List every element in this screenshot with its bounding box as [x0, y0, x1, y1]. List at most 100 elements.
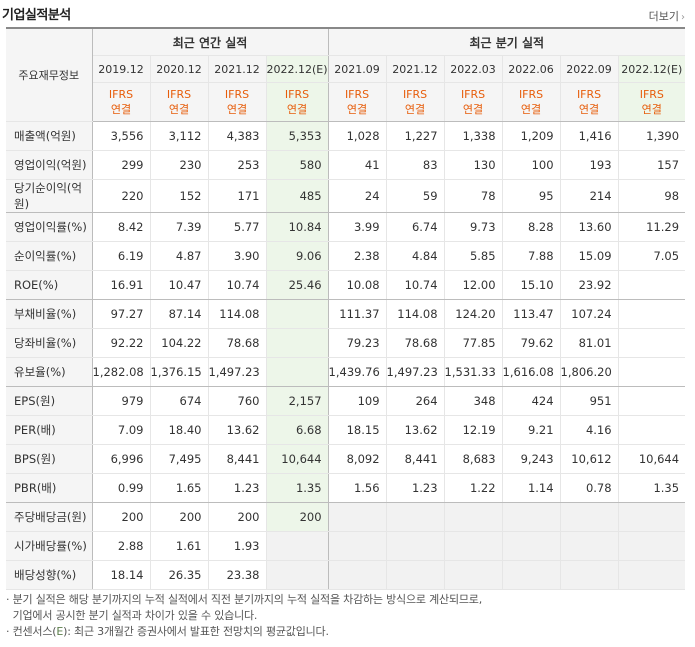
- footnote-quarterly: · 분기 실적은 해당 분기까지의 누적 실적에서 직전 분기까지의 누적 실적…: [6, 593, 483, 606]
- table-cell: [560, 531, 619, 561]
- table-row: 시가배당률(%) 2.88 1.61 1.93: [6, 531, 686, 561]
- more-link[interactable]: 더보기 ›: [649, 8, 685, 24]
- table-cell: 1.23: [386, 473, 445, 503]
- row-label: 영업이익(억원): [6, 150, 93, 180]
- accounting-standard: IFRS 연결: [208, 82, 267, 122]
- table-row: 주당배당금(원) 200 200 200 200: [6, 502, 686, 532]
- table-cell: [266, 357, 329, 387]
- table-row: 유보율(%) 1,282.08 1,376.15 1,497.23 1,439.76 1,…: [6, 357, 686, 387]
- table-cell: [266, 328, 329, 358]
- accounting-standard-ifrs: IFRS: [639, 88, 664, 101]
- table-cell: 1,497.23: [386, 357, 445, 387]
- accounting-standard-ifrs: IFRS: [344, 88, 370, 101]
- section-title: 기업실적분석: [2, 8, 71, 23]
- table-cell: [444, 531, 503, 561]
- table-cell: 4,383: [208, 121, 267, 151]
- table-cell: 1.35: [266, 473, 329, 503]
- row-label: PER(배): [6, 415, 93, 445]
- table-row: ROE(%) 16.91 10.47 10.74 25.46 10.08 10.74 12.0…: [6, 270, 686, 300]
- accounting-standard-ifrs: IFRS: [460, 88, 486, 101]
- period-header: 2022.12(E): [266, 55, 329, 83]
- table-cell: 100: [502, 150, 561, 180]
- table-cell: 8.28: [502, 212, 561, 242]
- table-cell: 171: [208, 179, 267, 213]
- table-cell: 4.16: [560, 415, 619, 445]
- table-cell: 8.42: [92, 212, 151, 242]
- table-cell: 253: [208, 150, 267, 180]
- table-cell: 18.40: [150, 415, 209, 445]
- table-cell: 79.62: [502, 328, 561, 358]
- table-cell: 8,441: [208, 444, 267, 474]
- period-header: 2022.09: [560, 55, 619, 83]
- table-cell: 1.56: [328, 473, 387, 503]
- table-cell: 9.06: [266, 241, 329, 271]
- table-cell: 674: [150, 386, 209, 416]
- table-cell: 83: [386, 150, 445, 180]
- table-cell: 8,092: [328, 444, 387, 474]
- table-cell: [618, 502, 686, 532]
- table-row: 영업이익률(%) 8.42 7.39 5.77 10.84 3.99 6.74 9.73 8.2…: [6, 212, 686, 242]
- table-cell: 7.05: [618, 241, 686, 271]
- table-cell: 10,644: [266, 444, 329, 474]
- accounting-standard-consolidated: 연결: [520, 103, 542, 116]
- accounting-standard: IFRS 연결: [266, 82, 329, 122]
- table-cell: [328, 560, 387, 590]
- table-cell: [266, 560, 329, 590]
- accounting-standard: IFRS 연결: [328, 82, 387, 122]
- table-cell: 78: [444, 179, 503, 213]
- table-cell: [618, 357, 686, 387]
- table-cell: [444, 502, 503, 532]
- table-cell: 1,416: [560, 121, 619, 151]
- table-cell: 7.09: [92, 415, 151, 445]
- footnotes: · 분기 실적은 해당 분기까지의 누적 실적에서 직전 분기까지의 누적 실적…: [6, 592, 482, 640]
- table-cell: 1.35: [618, 473, 686, 503]
- table-cell: 13.62: [386, 415, 445, 445]
- more-label: 더보기: [648, 10, 679, 23]
- table-row: 당기순이익(억원) 220 152 171 485 24 59 78 95 214 98: [6, 179, 686, 213]
- table-cell: 7,495: [150, 444, 209, 474]
- row-label: 유보율(%): [6, 357, 93, 387]
- table-cell: 12.19: [444, 415, 503, 445]
- accounting-standard-ifrs: IFRS: [166, 88, 192, 101]
- accounting-standard: IFRS 연결: [150, 82, 209, 122]
- table-cell: 98: [618, 179, 686, 213]
- table-cell: 2.88: [92, 531, 151, 561]
- table-cell: 8,683: [444, 444, 503, 474]
- table-cell: 1.61: [150, 531, 209, 561]
- table-cell: 2.38: [328, 241, 387, 271]
- table-cell: 299: [92, 150, 151, 180]
- row-label: 매출액(억원): [6, 121, 93, 151]
- table-row: BPS(원) 6,996 7,495 8,441 10,644 8,092 8,441 8,6…: [6, 444, 686, 474]
- table-cell: 124.20: [444, 299, 503, 329]
- table-cell: 200: [92, 502, 151, 532]
- table-cell: 18.15: [328, 415, 387, 445]
- table-cell: 200: [208, 502, 267, 532]
- table-cell: 152: [150, 179, 209, 213]
- table-row: 부채비율(%) 97.27 87.14 114.08 111.37 114.08 124.2…: [6, 299, 686, 329]
- chevron-right-icon: ›: [681, 12, 685, 23]
- table-cell: 9.21: [502, 415, 561, 445]
- table-cell: 114.08: [208, 299, 267, 329]
- row-label: EPS(원): [6, 386, 93, 416]
- table-cell: [618, 299, 686, 329]
- table-cell: [618, 531, 686, 561]
- table-cell: 1,209: [502, 121, 561, 151]
- table-cell: 4.87: [150, 241, 209, 271]
- row-label: ROE(%): [6, 270, 93, 300]
- table-cell: 1,282.08: [92, 357, 151, 387]
- table-cell: 12.00: [444, 270, 503, 300]
- table-cell: 7.88: [502, 241, 561, 271]
- accounting-standard-consolidated: 연결: [226, 103, 248, 116]
- table-cell: 77.85: [444, 328, 503, 358]
- table-cell: 0.78: [560, 473, 619, 503]
- table-cell: 1.14: [502, 473, 561, 503]
- row-label: 당기순이익(억원): [6, 179, 93, 213]
- table-cell: 760: [208, 386, 267, 416]
- table-cell: 1,531.33: [444, 357, 503, 387]
- table-cell: 18.14: [92, 560, 151, 590]
- table-cell: 15.09: [560, 241, 619, 271]
- table-row: PBR(배) 0.99 1.65 1.23 1.35 1.56 1.23 1.22 1.14 0.…: [6, 473, 686, 503]
- table-cell: 113.47: [502, 299, 561, 329]
- accounting-standard: IFRS 연결: [502, 82, 561, 122]
- table-cell: [618, 270, 686, 300]
